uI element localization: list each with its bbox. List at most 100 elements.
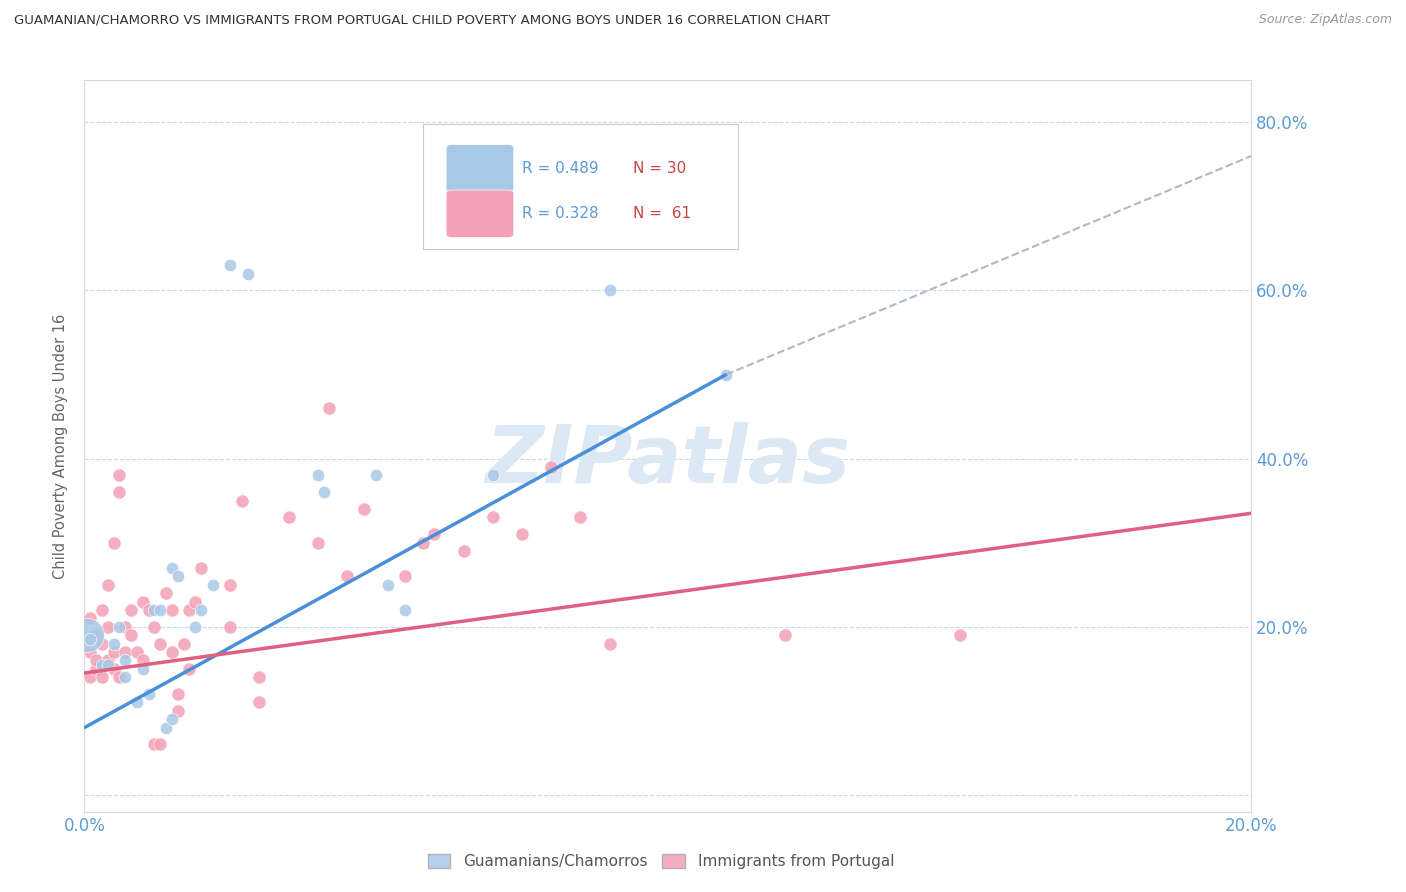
Point [231,493,253,508]
Point [481,468,505,483]
Point [412,535,434,549]
FancyBboxPatch shape [423,124,738,249]
Point [132,594,155,608]
Point [90,603,112,617]
Point [540,460,562,475]
Point [336,569,359,583]
Point [103,535,125,549]
Point [166,569,188,583]
Point [307,535,329,549]
Point [97,620,120,634]
Point [120,628,142,642]
Point [155,586,177,600]
Point [394,569,416,583]
Point [143,603,166,617]
Point [307,468,329,483]
Point [353,502,375,516]
Point [108,670,131,684]
Point [377,578,399,592]
Text: Source: ZipAtlas.com: Source: ZipAtlas.com [1258,13,1392,27]
Point [179,603,201,617]
Point [108,468,131,483]
Point [90,657,112,672]
Point [114,670,136,684]
Point [132,653,155,667]
Point [423,527,446,541]
Text: N =  61: N = 61 [633,206,690,221]
FancyBboxPatch shape [446,145,513,192]
Point [97,653,120,667]
Point [236,267,259,281]
Point [97,657,120,672]
Point [103,645,125,659]
Point [318,401,340,416]
Point [160,645,183,659]
Point [149,738,172,752]
Point [599,284,621,298]
Point [366,468,388,483]
Point [84,653,107,667]
Point [149,603,172,617]
Point [114,620,136,634]
Point [312,485,335,500]
Legend: Guamanians/Chamorros, Immigrants from Portugal: Guamanians/Chamorros, Immigrants from Po… [422,848,900,875]
Point [84,662,107,676]
Point [247,670,270,684]
Point [219,258,242,272]
Point [79,645,101,659]
Point [84,628,107,642]
Point [160,603,183,617]
FancyBboxPatch shape [446,190,513,237]
Point [79,611,101,625]
Point [277,510,299,524]
Point [143,738,166,752]
Point [219,620,242,634]
Point [76,628,98,642]
Point [714,368,737,382]
Point [90,670,112,684]
Point [184,620,207,634]
Point [190,603,212,617]
Point [773,628,796,642]
Point [155,721,177,735]
Point [184,594,207,608]
Point [173,636,195,650]
Point [103,636,125,650]
Point [125,695,148,709]
Point [79,632,101,647]
Point [120,603,142,617]
Point [149,636,172,650]
Point [453,544,475,558]
Point [97,578,120,592]
Point [948,628,970,642]
Text: ZIPatlas: ZIPatlas [485,422,851,500]
Point [190,561,212,575]
Point [132,662,155,676]
Point [247,695,270,709]
Point [125,645,148,659]
Point [108,620,131,634]
Text: GUAMANIAN/CHAMORRO VS IMMIGRANTS FROM PORTUGAL CHILD POVERTY AMONG BOYS UNDER 16: GUAMANIAN/CHAMORRO VS IMMIGRANTS FROM PO… [14,13,830,27]
Point [138,687,160,701]
Point [394,603,416,617]
Point [599,636,621,650]
Point [160,712,183,726]
Point [219,578,242,592]
Point [114,645,136,659]
Point [166,687,188,701]
Point [481,510,505,524]
Text: R = 0.328: R = 0.328 [522,206,599,221]
Point [160,561,183,575]
Point [79,670,101,684]
Point [138,603,160,617]
Point [179,662,201,676]
Text: R = 0.489: R = 0.489 [522,161,599,176]
Point [510,527,533,541]
Point [166,704,188,718]
Point [114,653,136,667]
Text: N = 30: N = 30 [633,161,686,176]
Point [90,636,112,650]
Point [201,578,224,592]
Point [103,662,125,676]
Point [108,485,131,500]
